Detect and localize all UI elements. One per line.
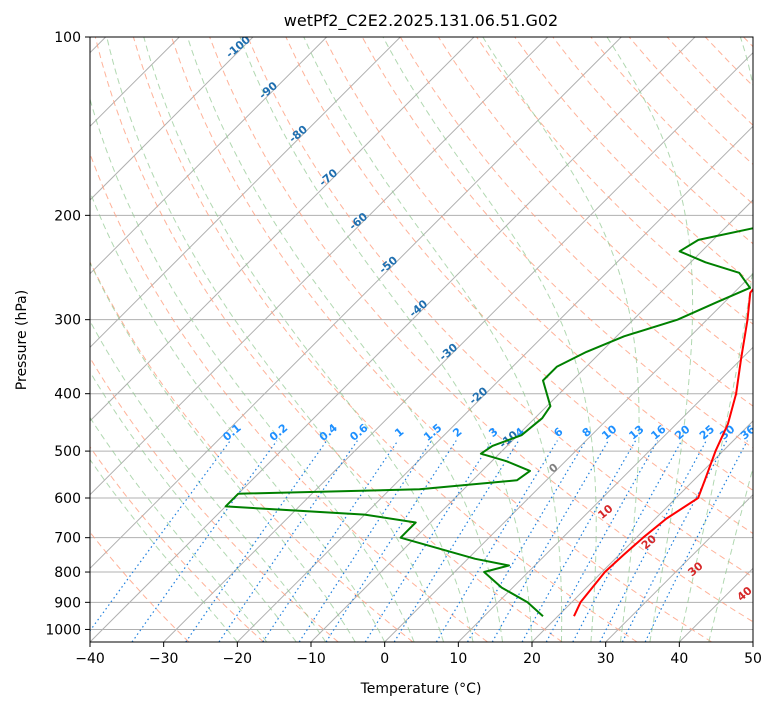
isotherm-line [90,37,696,642]
y-tick-label: 200 [54,208,81,224]
y-tick-label: 300 [54,313,81,329]
mixing-ratio-line [298,440,432,642]
isotherm-line [90,37,549,496]
moist-adiabat [678,37,753,642]
temperature-profile [573,287,753,617]
moist-adiabat [90,320,327,642]
x-axis-label: Temperature (°C) [360,681,482,697]
isotherm-line [531,420,753,642]
isotherm-line [752,641,753,642]
plot-frame [89,36,754,643]
dry-adiabat [94,37,563,642]
x-tick-label: 10 [449,651,467,667]
moist-adiabat [90,261,356,642]
isotherm-line [90,37,254,201]
isotherm-line [384,272,753,642]
isotherm-line [90,37,328,275]
isotherm-line [163,51,753,642]
x-tick-label: −10 [296,651,326,667]
mixing-ratio-line [572,440,683,642]
x-tick-label: 0 [380,651,389,667]
x-tick-label: 40 [670,651,688,667]
mixing-ratio-line [644,440,748,642]
moist-adiabat [303,37,563,642]
mixing-ratio-line [521,440,637,642]
y-tick-label: 600 [54,491,81,507]
moist-adiabat [106,37,445,642]
moist-adiabat [90,458,238,642]
isotherm-line [236,125,753,642]
mixing-ratio-line [466,440,587,642]
dry-adiabat [285,37,753,535]
chart-title: wetPf2_C2E2.2025.131.06.51.G02 [284,11,558,31]
x-tick-label: −30 [149,651,179,667]
x-tick-label: 20 [523,651,541,667]
y-tick-label: 500 [54,444,81,460]
mixing-ratio-line [599,440,707,642]
sounding-series [224,227,753,617]
mixing-ratio-line [393,440,520,642]
dry-adiabat [476,37,753,325]
y-axis-label: Pressure (hPa) [14,290,30,390]
moist-adiabat [382,37,597,642]
isotherm-label: 40 [735,584,755,604]
dewpoint-profile [224,227,753,617]
isotherm-line [90,37,401,349]
dry-adiabat [171,37,712,642]
x-tick-label: 30 [597,651,615,667]
isotherm-line [90,37,622,570]
moist-adiabat [606,37,694,642]
moist-adiabat [90,416,268,642]
moist-adiabat [482,37,640,642]
y-tick-label: 800 [54,565,81,581]
moist-adiabat [239,37,533,642]
mixing-ratio-line [131,440,278,642]
moist-adiabat [143,37,474,642]
dry-adiabat [514,37,753,285]
x-tick-label: −20 [223,651,253,667]
y-tick-label: 100 [54,30,81,46]
dry-adiabat [90,260,414,642]
mixing-ratio-line [491,440,609,642]
y-tick-label: 1000 [45,622,81,638]
moist-adiabat [90,370,297,642]
x-tick-label: 50 [744,651,762,667]
mixing-ratio-line [621,440,728,642]
background-lines [90,37,753,642]
dry-adiabat [247,37,753,578]
moist-adiabat [187,37,503,642]
mixing-ratio-line [364,440,493,642]
y-tick-label: 400 [54,387,81,403]
y-tick-label: 700 [54,531,81,547]
moist-adiabat [708,465,753,642]
x-tick-label: −40 [75,651,105,667]
isotherm-line [605,493,753,642]
isotherm-line [90,37,475,422]
dry-adiabat [209,37,753,623]
mixing-ratio-line [185,440,328,642]
dry-adiabat [90,446,264,642]
moist-adiabat [90,97,415,642]
plot-area [90,37,753,642]
isotherm-line [457,346,753,642]
dry-adiabat [323,37,753,491]
axis-ticks: −40 −30 −20 −10 0 10 20 30 40 50 1000 900 800 700 600 5… [45,30,762,667]
y-tick-label: 900 [54,595,81,611]
mixing-ratio-line [545,440,659,642]
moist-adiabat [90,190,386,642]
